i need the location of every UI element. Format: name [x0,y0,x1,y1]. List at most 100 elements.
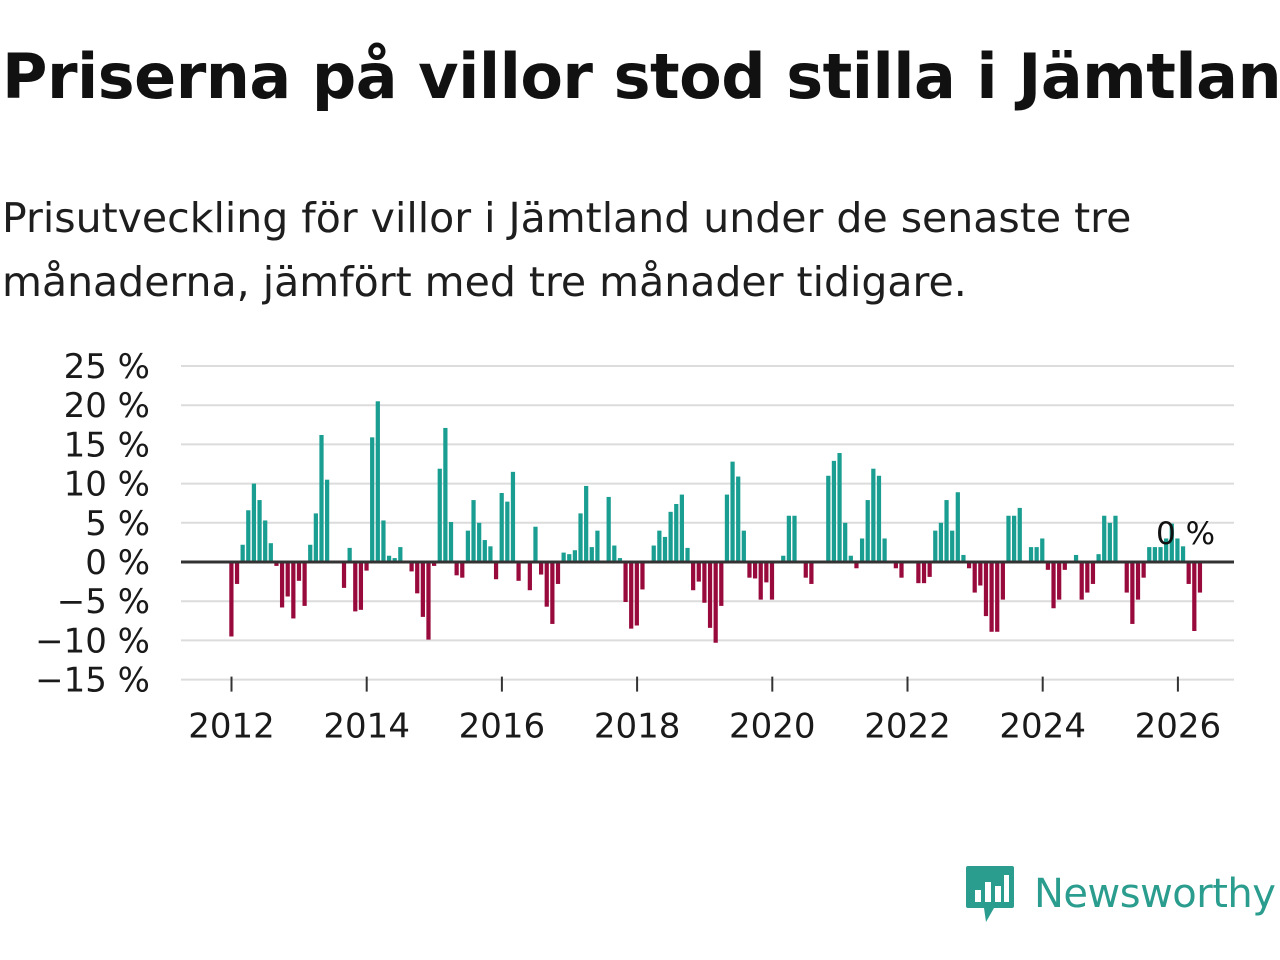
bar [651,545,656,562]
bar [325,479,330,562]
bar [426,562,431,640]
bar [589,547,594,562]
bar [437,468,442,562]
bar [1164,538,1169,562]
bar [1057,562,1062,600]
bar [488,546,493,562]
bar [234,562,240,584]
bar [274,562,279,566]
bar [358,562,364,610]
bar [415,562,420,594]
bar [1028,547,1034,562]
bar [1017,507,1022,562]
bar [302,562,307,606]
bars [229,401,1203,643]
bar [1040,538,1045,562]
x-tick-label: 2014 [323,707,410,747]
bar [595,530,600,562]
bar [432,562,437,566]
bar [420,562,425,617]
bar [538,562,544,575]
bar [555,562,561,584]
bar [1124,562,1129,593]
bar [702,562,707,603]
chart-title: Priserna på villor stod stilla i Jämtlan… [2,40,1280,113]
bar [240,544,245,562]
bar [375,401,380,562]
bar [1107,522,1112,562]
bar [899,562,904,578]
x-tick-label: 2024 [999,707,1086,747]
bar [713,562,718,643]
latest-value-label: 0 % [1156,516,1215,552]
bar [1158,547,1163,562]
y-tick-label: −5 % [57,582,150,622]
bar [865,500,870,562]
bar [752,562,758,579]
x-axis: 2012 2014 2016 2018 2020 2022 2024 2026 [188,676,1222,747]
y-tick-label: 20 % [64,386,150,426]
bar [1197,562,1203,593]
bar [1079,562,1084,600]
bar [1180,546,1186,562]
y-tick-label: 5 % [85,504,150,544]
y-axis-labels: 25 %20 %15 %10 %5 %0 %−5 %−10 %−15 % [35,347,150,701]
bar [471,500,476,562]
bar [1051,562,1056,609]
bar [443,427,448,562]
newsworthy-logo: Newsworthy [964,864,1276,924]
bar [781,555,786,562]
bar [1062,562,1067,570]
bar [1130,562,1135,624]
bar [871,468,876,562]
bar [944,500,949,562]
bar [454,562,459,576]
bar [629,562,634,629]
bar [251,483,257,562]
bar [460,562,465,578]
bar [730,461,735,562]
bar [719,562,724,606]
bar [578,513,583,562]
bar [1085,562,1090,593]
bar [1147,547,1152,562]
bar [386,555,392,562]
bar [758,562,763,600]
x-tick-label: 2020 [729,707,816,747]
bar [229,562,234,637]
bar [764,562,769,583]
bar [1073,554,1079,562]
bar [961,554,966,562]
bar [606,496,611,562]
bar [803,562,808,578]
bar [938,522,944,562]
bar [882,538,887,562]
chart-subtitle: Prisutveckling för villor i Jämtland und… [2,194,1132,306]
bar [859,538,865,562]
y-tick-label: 10 % [64,465,150,505]
bar [347,547,352,562]
bar [769,562,775,600]
bar [308,544,313,562]
bar [674,503,679,562]
y-tick-label: 0 % [85,543,150,583]
bar [1113,515,1118,562]
bar [696,562,701,582]
bar [409,562,414,572]
x-tick-label: 2026 [1135,707,1222,747]
newsworthy-logo-icon [966,866,1014,922]
bar [657,530,662,562]
bar [465,530,471,562]
bar [257,500,262,562]
bar [623,562,628,602]
bar [843,522,848,562]
bar [955,492,960,562]
bar [493,562,499,580]
newsworthy-logo-text: Newsworthy [1034,871,1276,917]
bar [341,562,347,588]
bar [707,562,713,628]
bar [916,562,921,584]
bar [268,543,273,562]
bar [1186,562,1191,584]
bar [972,562,977,593]
